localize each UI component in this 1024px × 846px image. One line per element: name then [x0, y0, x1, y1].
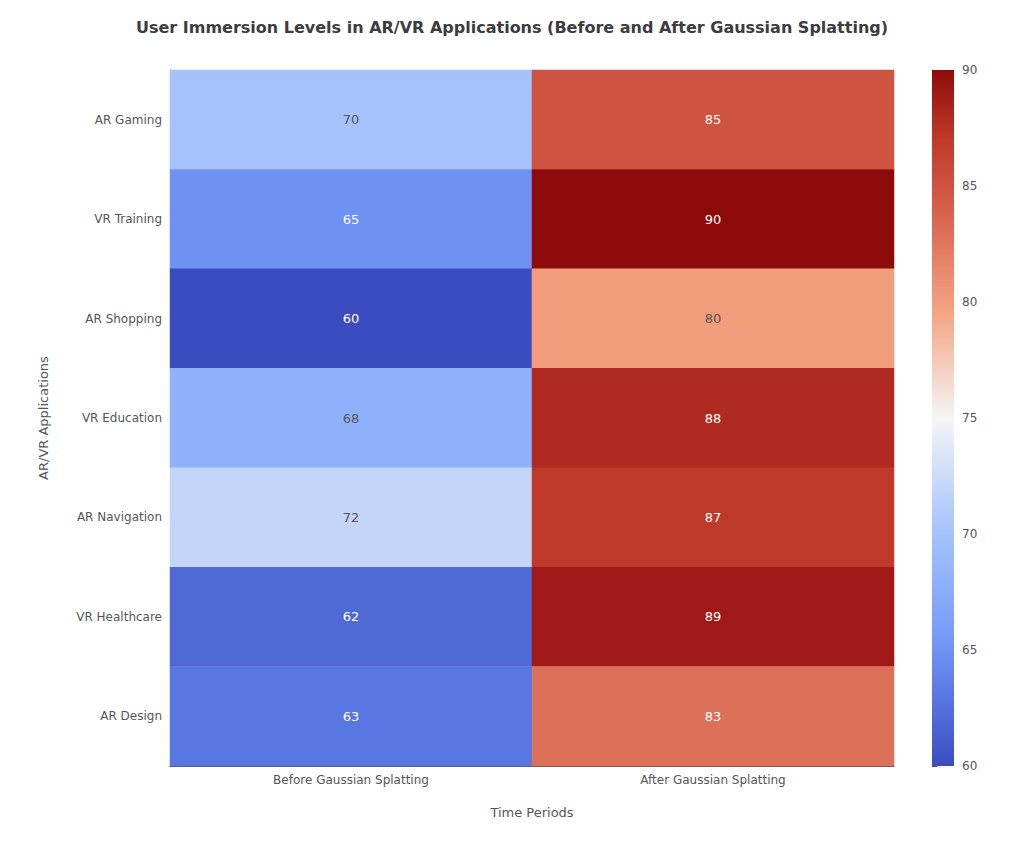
svg-text:VR Education: VR Education — [82, 411, 162, 425]
svg-text:89: 89 — [705, 609, 722, 624]
svg-text:63: 63 — [343, 709, 360, 724]
svg-text:After Gaussian Splatting: After Gaussian Splatting — [640, 773, 785, 787]
svg-text:AR Navigation: AR Navigation — [77, 510, 162, 524]
svg-text:80: 80 — [962, 295, 977, 309]
svg-text:75: 75 — [962, 411, 977, 425]
svg-text:AR Shopping: AR Shopping — [85, 312, 162, 326]
svg-text:AR Gaming: AR Gaming — [95, 113, 162, 127]
svg-text:VR Healthcare: VR Healthcare — [76, 610, 162, 624]
svg-text:72: 72 — [343, 510, 360, 525]
svg-text:70: 70 — [962, 527, 977, 541]
svg-text:70: 70 — [343, 112, 360, 127]
svg-text:80: 80 — [705, 311, 722, 326]
svg-text:68: 68 — [343, 411, 360, 426]
svg-text:65: 65 — [343, 212, 360, 227]
svg-text:Time Periods: Time Periods — [489, 805, 573, 820]
svg-text:60: 60 — [343, 311, 360, 326]
svg-text:AR Design: AR Design — [100, 709, 162, 723]
svg-text:83: 83 — [705, 709, 722, 724]
svg-text:Before Gaussian Splatting: Before Gaussian Splatting — [273, 773, 429, 787]
svg-text:User Immersion Levels in AR/VR: User Immersion Levels in AR/VR Applicati… — [136, 18, 888, 37]
svg-text:85: 85 — [705, 112, 722, 127]
svg-text:VR Training: VR Training — [94, 212, 162, 226]
svg-text:AR/VR Applications: AR/VR Applications — [36, 356, 51, 480]
svg-text:90: 90 — [962, 63, 977, 77]
svg-text:65: 65 — [962, 643, 977, 657]
svg-text:85: 85 — [962, 179, 977, 193]
svg-text:88: 88 — [705, 411, 722, 426]
svg-text:87: 87 — [705, 510, 722, 525]
svg-text:90: 90 — [705, 212, 722, 227]
svg-text:60: 60 — [962, 759, 977, 773]
svg-text:62: 62 — [343, 609, 360, 624]
